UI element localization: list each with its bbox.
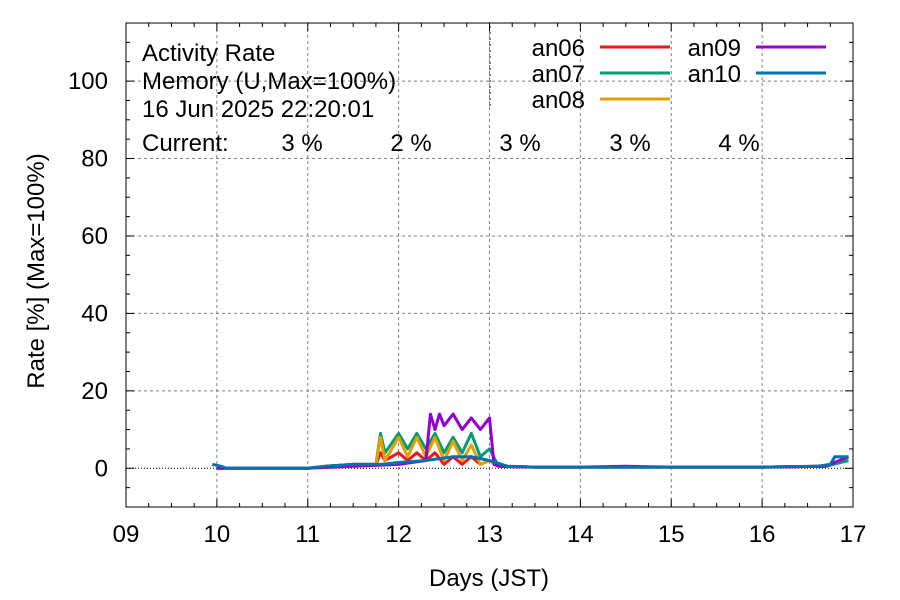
current-value-an07: 2 % bbox=[390, 130, 431, 157]
x-tick-label: 15 bbox=[658, 521, 685, 548]
x-tick-label: 10 bbox=[204, 521, 231, 548]
current-value-an09: 3 % bbox=[609, 130, 650, 157]
chart-title-line-1: Activity Rate bbox=[142, 40, 275, 67]
x-tick-label: 09 bbox=[113, 521, 140, 548]
x-tick-labels: 09 10 11 12 13 14 15 16 17 bbox=[113, 521, 867, 548]
current-value-an10: 4 % bbox=[718, 130, 759, 157]
x-tick-label: 16 bbox=[749, 521, 776, 548]
legend-label-an10: an10 bbox=[688, 61, 741, 88]
current-values: 3 % 2 % 3 % 3 % 4 % bbox=[281, 130, 759, 157]
series-line-an10 bbox=[211, 455, 849, 470]
series-line-an07 bbox=[216, 431, 849, 470]
y-tick-label: 40 bbox=[81, 300, 108, 327]
axis-ticks bbox=[125, 22, 854, 508]
legend-label-an07: an07 bbox=[532, 61, 585, 88]
current-value-an08: 3 % bbox=[499, 130, 540, 157]
current-value-an06: 3 % bbox=[281, 130, 322, 157]
series-line-an09 bbox=[216, 412, 850, 470]
x-tick-label: 14 bbox=[567, 521, 594, 548]
x-tick-label: 11 bbox=[295, 521, 320, 548]
legend-label-an09: an09 bbox=[688, 35, 741, 62]
y-tick-label: 100 bbox=[68, 68, 108, 95]
y-tick-label: 0 bbox=[95, 455, 108, 482]
y-axis-label: Rate [%] (Max=100%) bbox=[23, 153, 50, 388]
x-tick-label: 17 bbox=[840, 521, 867, 548]
chart-title-line-3: 16 Jun 2025 22:20:01 bbox=[142, 96, 374, 123]
current-label: Current: bbox=[142, 130, 229, 157]
series-line-an08 bbox=[216, 435, 850, 470]
legend-label-an06: an06 bbox=[532, 35, 585, 62]
y-tick-labels: 0 20 40 60 80 100 bbox=[68, 68, 108, 482]
x-tick-label: 13 bbox=[476, 521, 503, 548]
legend-label-an08: an08 bbox=[532, 87, 585, 114]
x-axis-label: Days (JST) bbox=[429, 565, 549, 592]
chart-title-line-2: Memory (U,Max=100%) bbox=[142, 68, 396, 95]
series-lines bbox=[211, 412, 850, 470]
x-tick-label: 12 bbox=[385, 521, 412, 548]
y-tick-label: 80 bbox=[81, 146, 108, 173]
y-tick-label: 60 bbox=[81, 223, 108, 250]
y-tick-label: 20 bbox=[81, 378, 108, 405]
